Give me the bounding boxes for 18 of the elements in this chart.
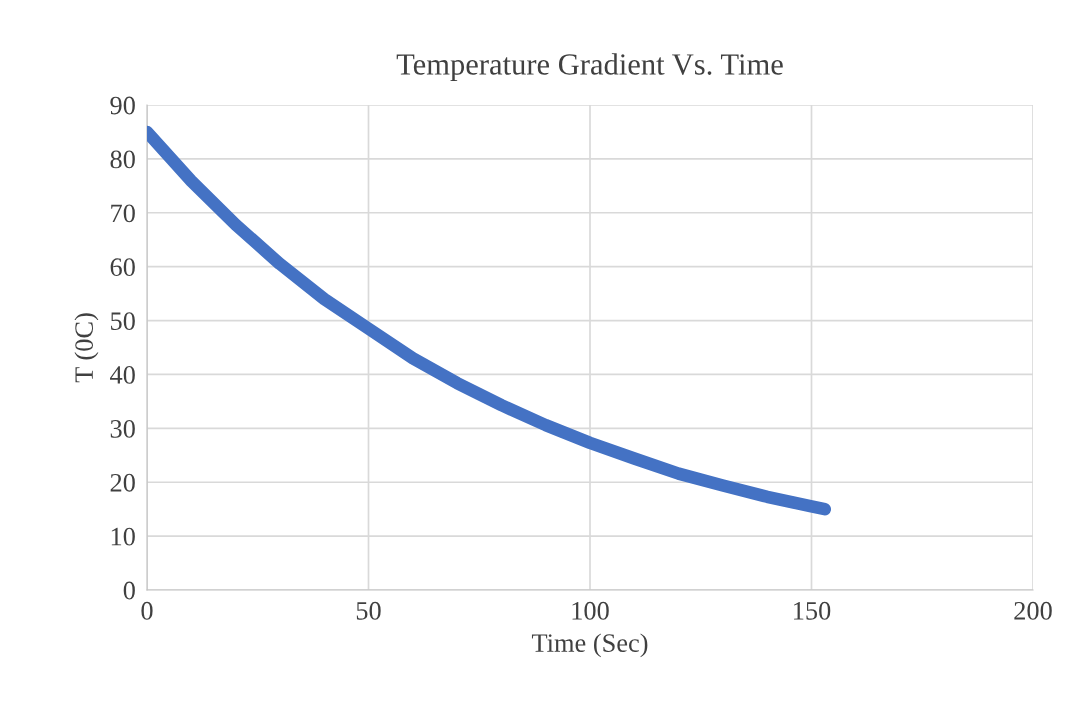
x-tick-label: 150: [794, 601, 831, 620]
y-tick-label: 10: [111, 527, 135, 546]
y-tick-label: 20: [110, 473, 135, 492]
y-tick-label: 40: [110, 366, 135, 384]
y-tick-label: 0: [123, 581, 135, 600]
x-axis-title: Time (Sec): [531, 633, 648, 658]
y-axis-title: T (0C): [74, 313, 99, 383]
y-tick-label: 70: [111, 204, 135, 223]
y-tick-label: 30: [110, 419, 135, 438]
x-tick-label: 200: [1014, 601, 1052, 620]
chart-title: Temperature Gradient Vs. Time: [396, 53, 783, 81]
y-tick-label: 80: [110, 150, 135, 169]
y-tick-label: 50: [111, 312, 135, 330]
y-tick-label: 90: [110, 96, 135, 115]
x-tick-label: 100: [572, 601, 609, 620]
x-tick-label: 0: [141, 601, 153, 620]
y-tick-label: 60: [110, 258, 135, 277]
x-tick-label: 50: [356, 601, 381, 620]
